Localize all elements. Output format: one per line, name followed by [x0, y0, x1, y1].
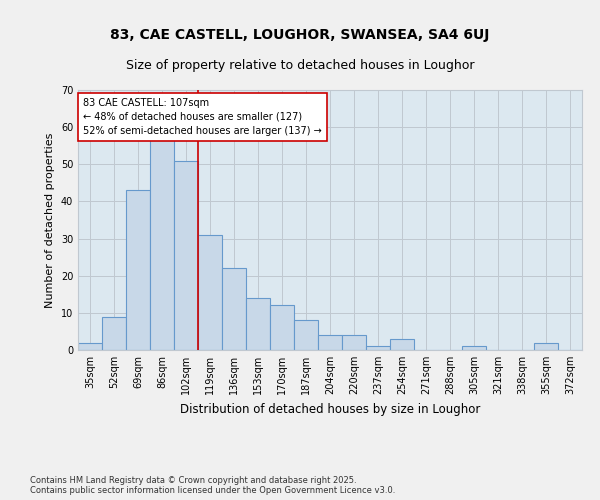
Text: 83 CAE CASTELL: 107sqm
← 48% of detached houses are smaller (127)
52% of semi-de: 83 CAE CASTELL: 107sqm ← 48% of detached… — [83, 98, 322, 136]
Bar — [462, 346, 486, 350]
Bar — [150, 138, 174, 350]
Bar — [366, 346, 390, 350]
Y-axis label: Number of detached properties: Number of detached properties — [45, 132, 55, 308]
Bar — [294, 320, 318, 350]
Bar — [126, 190, 150, 350]
Bar — [78, 342, 102, 350]
Bar — [342, 335, 366, 350]
Text: Contains HM Land Registry data © Crown copyright and database right 2025.
Contai: Contains HM Land Registry data © Crown c… — [30, 476, 395, 495]
Bar — [222, 268, 246, 350]
Text: 83, CAE CASTELL, LOUGHOR, SWANSEA, SA4 6UJ: 83, CAE CASTELL, LOUGHOR, SWANSEA, SA4 6… — [110, 28, 490, 42]
Bar — [246, 298, 270, 350]
Text: Size of property relative to detached houses in Loughor: Size of property relative to detached ho… — [126, 58, 474, 71]
Bar — [318, 335, 342, 350]
Bar — [270, 306, 294, 350]
Bar — [390, 339, 414, 350]
Bar — [174, 160, 198, 350]
X-axis label: Distribution of detached houses by size in Loughor: Distribution of detached houses by size … — [180, 402, 480, 415]
Bar — [198, 235, 222, 350]
Bar — [102, 316, 126, 350]
Bar — [534, 342, 558, 350]
